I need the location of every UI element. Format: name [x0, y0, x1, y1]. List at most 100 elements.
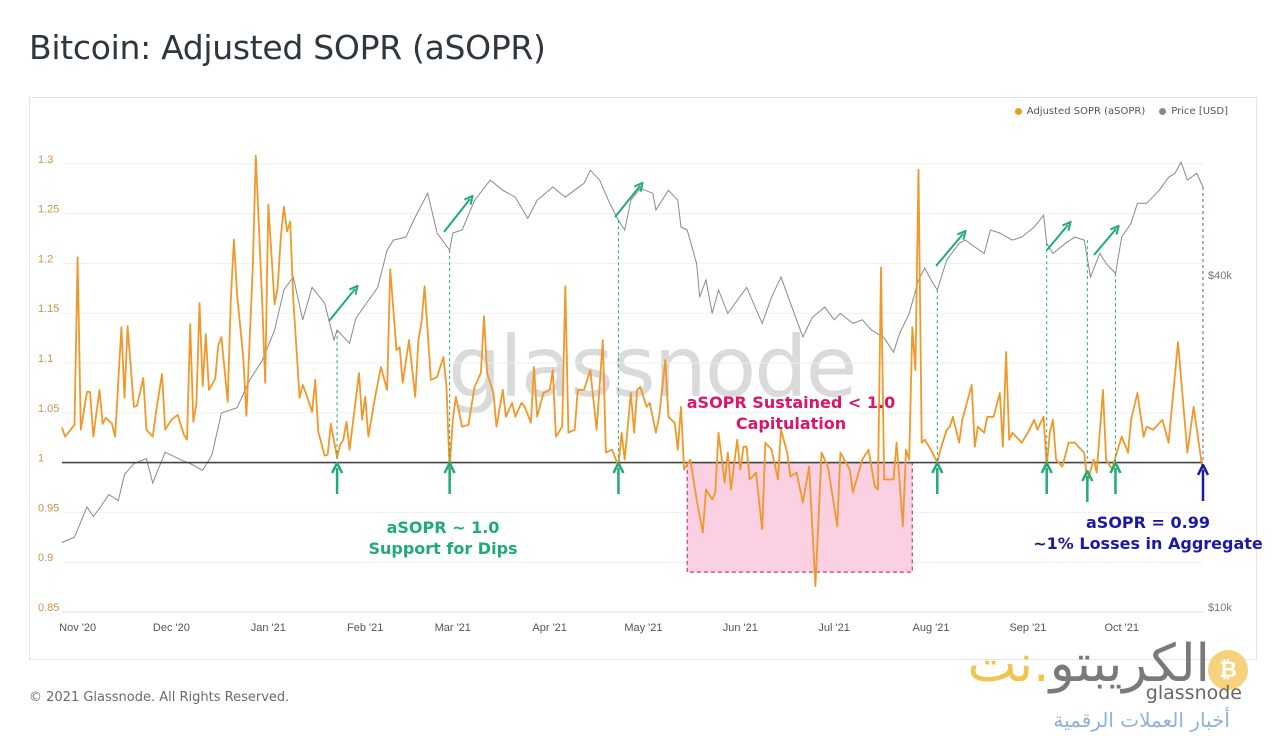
- asopr-point: [1021, 442, 1023, 444]
- asopr-point: [155, 413, 157, 415]
- asopr-point: [836, 525, 838, 527]
- asopr-point: [730, 488, 732, 491]
- asopr-point: [764, 442, 766, 444]
- asopr-point: [89, 391, 91, 393]
- asopr-point: [64, 436, 66, 438]
- price-point: [514, 196, 516, 198]
- price-point: [349, 342, 350, 344]
- price-point: [930, 279, 932, 281]
- price-point: [180, 459, 182, 461]
- asopr-point: [170, 419, 173, 421]
- asopr-point: [314, 379, 316, 381]
- asopr-point: [536, 416, 538, 418]
- price-point: [552, 186, 554, 188]
- asopr-point: [827, 465, 829, 468]
- price-point: [1099, 253, 1101, 254]
- price-point: [624, 229, 626, 231]
- asopr-point: [461, 426, 463, 428]
- price-point: [583, 182, 585, 184]
- asopr-point: [552, 369, 554, 371]
- x-tick-label: May '21: [624, 622, 662, 634]
- price-point: [599, 179, 601, 181]
- price-point: [711, 312, 713, 314]
- y-tick-label: 1.3: [38, 154, 53, 166]
- price-point: [680, 226, 682, 228]
- asopr-point: [345, 421, 348, 423]
- y-tick-label: 0.85: [38, 602, 59, 614]
- asopr-point: [467, 424, 469, 426]
- price-point: [789, 302, 791, 304]
- price-point: [771, 296, 773, 298]
- asopr-point: [436, 376, 438, 378]
- price-point: [696, 263, 697, 264]
- price-point: [405, 236, 407, 238]
- price-point: [527, 217, 529, 219]
- asopr-point: [127, 325, 129, 327]
- alcrypto-logo: الكريبتو.نت ₿ glassnode أخبار العملات ال…: [920, 634, 1270, 735]
- asopr-point: [505, 416, 507, 418]
- logo-brand: glassnode: [1145, 682, 1242, 704]
- asopr-point: [977, 426, 979, 428]
- page-title: Bitcoin: Adjusted SOPR (aSOPR): [29, 28, 546, 67]
- asopr-point: [452, 419, 454, 421]
- price-point: [746, 287, 747, 288]
- asopr-point: [389, 268, 391, 270]
- price-point: [871, 329, 873, 331]
- asopr-point: [492, 392, 494, 394]
- asopr-point: [949, 426, 951, 428]
- asopr-point: [1036, 429, 1038, 431]
- y-tick-label: 1.15: [38, 303, 59, 315]
- asopr-point: [305, 392, 307, 394]
- asopr-point: [1143, 436, 1145, 438]
- asopr-point: [230, 299, 232, 301]
- legend-item-price[interactable]: Price [USD]: [1159, 106, 1228, 117]
- asopr-point: [114, 436, 116, 438]
- asopr-point: [233, 238, 235, 241]
- price-point: [489, 179, 491, 181]
- price-point: [958, 242, 960, 244]
- legend-label: Adjusted SOPR (aSOPR): [1026, 106, 1146, 117]
- price-point: [1011, 239, 1013, 241]
- asopr-point: [192, 421, 194, 423]
- asopr-point: [883, 478, 885, 481]
- asopr-point: [177, 414, 179, 416]
- price-point: [811, 317, 813, 319]
- x-tick-label: Dec '20: [153, 622, 190, 634]
- asopr-point: [183, 434, 185, 436]
- asopr-point: [761, 528, 763, 530]
- asopr-point: [445, 386, 448, 388]
- price-point: [74, 536, 75, 538]
- asopr-point: [639, 386, 641, 388]
- asopr-point: [999, 392, 1001, 394]
- asopr-point: [946, 429, 948, 431]
- price-point: [608, 201, 610, 203]
- asopr-point: [1011, 432, 1013, 434]
- asopr-point: [961, 419, 963, 421]
- price-point: [727, 312, 729, 314]
- asopr-point: [264, 382, 266, 384]
- asopr-point: [930, 449, 932, 451]
- x-tick-label: Jun '21: [723, 622, 758, 634]
- price-point: [502, 189, 504, 191]
- asopr-point: [939, 449, 942, 451]
- asopr-point: [417, 339, 419, 341]
- asopr-point: [1046, 465, 1048, 468]
- asopr-point: [402, 382, 404, 384]
- asopr-point: [455, 396, 457, 398]
- asopr-point: [1168, 442, 1170, 444]
- asopr-point: [677, 449, 679, 451]
- asopr-point: [577, 389, 579, 391]
- asopr-point: [724, 481, 726, 484]
- asopr-point: [145, 429, 148, 431]
- price-point: [249, 379, 250, 381]
- price-point: [655, 209, 657, 211]
- asopr-point: [395, 349, 398, 351]
- asopr-point: [755, 471, 757, 474]
- price-point: [718, 289, 719, 291]
- x-tick-label: Sep '21: [1009, 622, 1046, 634]
- asopr-point: [636, 389, 638, 391]
- chart-card: [29, 97, 1257, 660]
- asopr-point: [361, 419, 363, 421]
- legend-item-asopr[interactable]: Adjusted SOPR (aSOPR): [1014, 106, 1146, 117]
- asopr-point: [283, 206, 285, 208]
